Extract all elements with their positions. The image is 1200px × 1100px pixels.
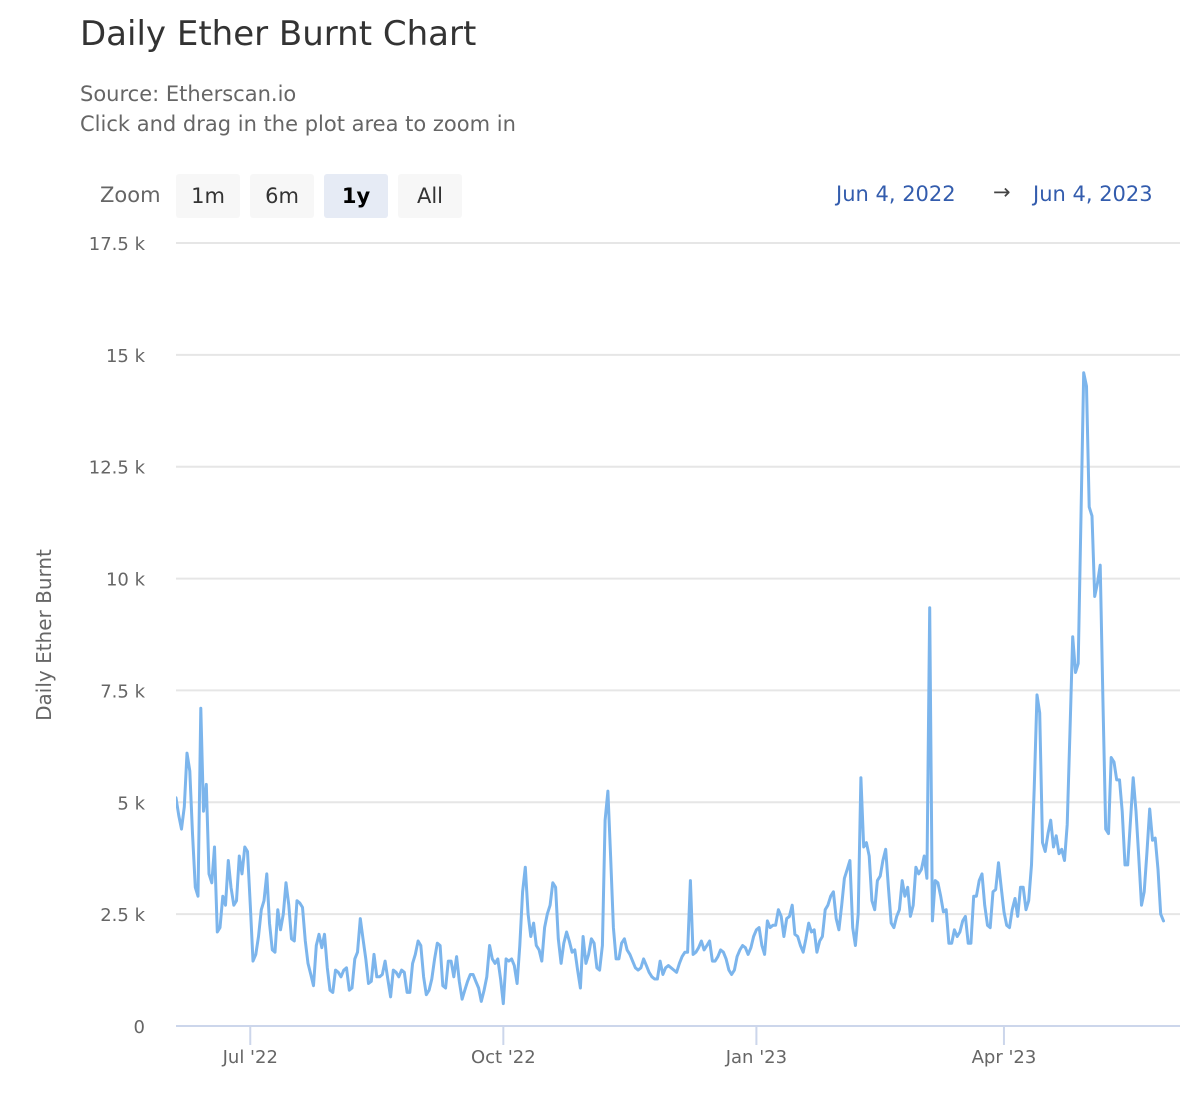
chart-hint: Click and drag in the plot area to zoom … xyxy=(80,112,516,136)
range-from-input[interactable]: Jun 4, 2022 xyxy=(836,182,956,206)
y-tick-label: 2.5 k xyxy=(100,905,145,926)
zoom-1m-button[interactable]: 1m xyxy=(176,174,240,218)
chart-title: Daily Ether Burnt Chart xyxy=(80,14,477,54)
y-tick-label: 15 k xyxy=(106,346,146,367)
y-axis-labels: 0 2.5 k 5 k 7.5 k 10 k 12.5 k 15 k 17.5 k xyxy=(89,234,146,1038)
zoom-label: Zoom xyxy=(100,183,161,207)
zoom-all-button[interactable]: All xyxy=(398,174,462,218)
zoom-1y-button[interactable]: 1y xyxy=(324,174,388,218)
x-tick-label: Jul '22 xyxy=(222,1047,278,1068)
zoom-6m-button[interactable]: 6m xyxy=(250,174,314,218)
x-tick-label: Apr '23 xyxy=(972,1047,1037,1068)
range-to-input[interactable]: Jun 4, 2023 xyxy=(1033,182,1153,206)
chart-source: Source: Etherscan.io xyxy=(80,82,297,106)
y-tick-label: 5 k xyxy=(117,793,145,814)
y-axis-title: Daily Ether Burnt xyxy=(32,549,56,721)
y-tick-label: 12.5 k xyxy=(89,458,146,479)
y-tick-label: 17.5 k xyxy=(89,234,146,255)
y-tick-label: 10 k xyxy=(106,570,146,591)
x-tick-label: Jan '23 xyxy=(725,1047,787,1068)
range-arrow-icon: → xyxy=(993,180,1011,204)
y-gridlines xyxy=(176,242,1180,916)
y-tick-label: 0 xyxy=(134,1017,145,1038)
y-tick-label: 7.5 k xyxy=(100,681,145,702)
x-axis-labels: Jul '22 Oct '22 Jan '23 Apr '23 xyxy=(222,1026,1037,1068)
x-tick-label: Oct '22 xyxy=(471,1047,536,1068)
ether-burnt-line[interactable] xyxy=(176,371,1165,1006)
